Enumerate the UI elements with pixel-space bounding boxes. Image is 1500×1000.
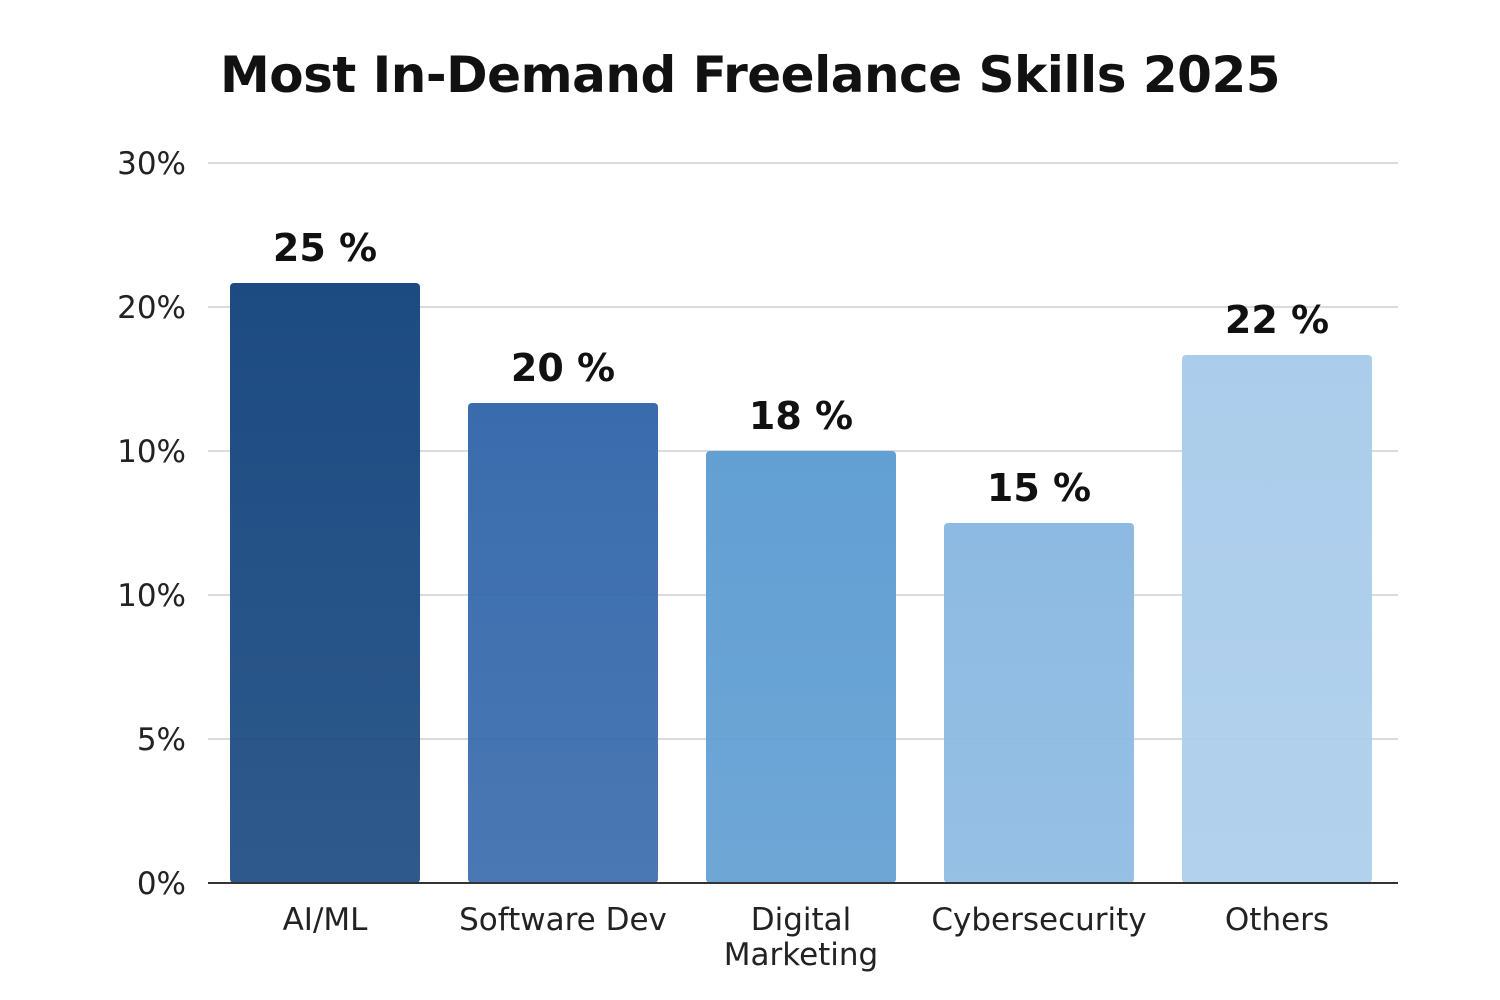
bar-ai-ml bbox=[230, 283, 420, 883]
data-label: 20 % bbox=[511, 346, 615, 390]
data-label: 22 % bbox=[1225, 298, 1329, 342]
x-tick-label: Digital bbox=[751, 902, 852, 938]
bar-digital-marketing bbox=[706, 451, 896, 883]
y-tick-label: 30% bbox=[117, 146, 186, 182]
x-tick-label: Software Dev bbox=[459, 902, 667, 938]
x-tick-label: Others bbox=[1225, 902, 1329, 938]
data-label: 18 % bbox=[749, 394, 853, 438]
bar-software-dev bbox=[468, 403, 658, 883]
y-tick-label: 5% bbox=[137, 722, 186, 758]
data-label: 25 % bbox=[273, 226, 377, 270]
x-tick-label: Marketing bbox=[724, 937, 879, 973]
bar-others bbox=[1182, 355, 1372, 883]
chart-title: Most In-Demand Freelance Skills 2025 bbox=[219, 46, 1281, 104]
y-tick-label: 20% bbox=[117, 290, 186, 326]
x-tick-label: AI/ML bbox=[283, 902, 369, 938]
bar-cybersecurity bbox=[944, 523, 1134, 883]
y-tick-label: 0% bbox=[137, 866, 186, 902]
data-label: 15 % bbox=[987, 466, 1091, 510]
x-tick-label: Cybersecurity bbox=[931, 902, 1146, 938]
y-tick-label: 10% bbox=[117, 434, 186, 470]
y-tick-label: 10% bbox=[117, 578, 186, 614]
